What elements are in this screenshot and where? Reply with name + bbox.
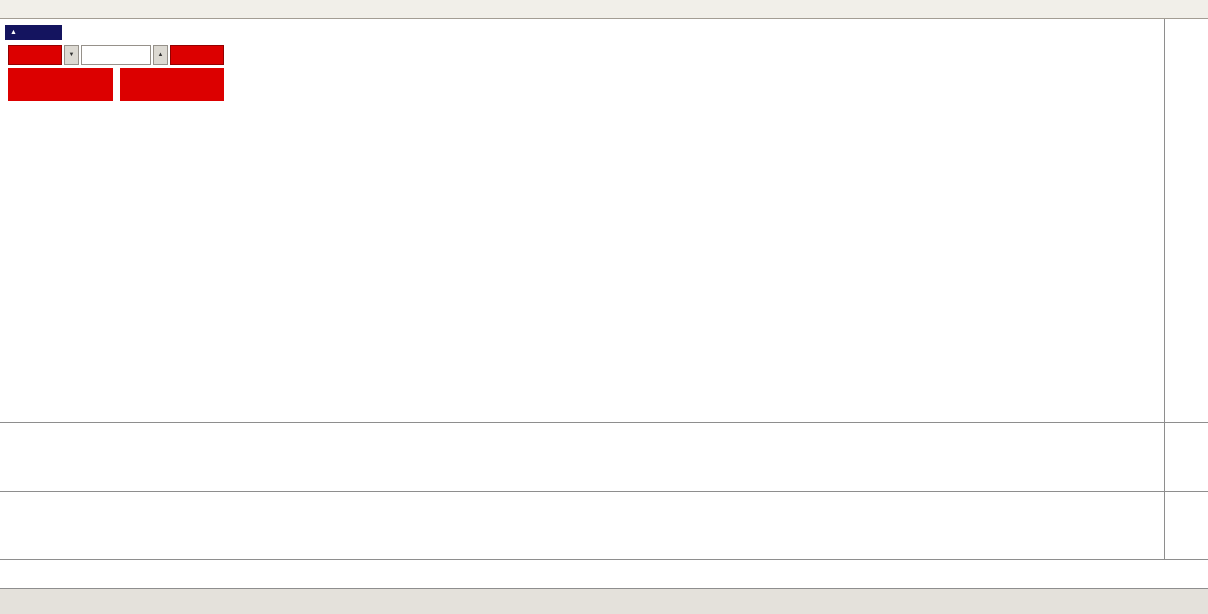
chart-window-icon: ▲ [10, 29, 17, 36]
chart-title-ohlc-bar: ▲ [5, 25, 62, 40]
panel-separator[interactable] [0, 422, 1208, 423]
rsi-panel-chart[interactable] [0, 492, 1164, 559]
macd-indicator-label [6, 426, 16, 437]
volume-increase-button[interactable]: ▲ [153, 45, 168, 65]
symbol-tabbar [0, 588, 1208, 614]
price-axis[interactable] [1165, 19, 1208, 560]
rsi-indicator-label [6, 495, 11, 506]
volume-decrease-button[interactable]: ▼ [64, 45, 79, 65]
buy-price-box[interactable] [119, 68, 224, 101]
one-click-trading-panel: ▼ ▲ [8, 45, 224, 101]
sell-price-box[interactable] [8, 68, 113, 101]
sell-button[interactable] [8, 45, 62, 65]
time-axis[interactable] [0, 560, 1208, 588]
volume-input[interactable] [81, 45, 151, 65]
panel-separator [0, 559, 1208, 560]
timeframe-toolbar [0, 0, 1208, 19]
macd-panel-chart[interactable] [0, 423, 1164, 491]
buy-button[interactable] [170, 45, 224, 65]
panel-separator[interactable] [0, 491, 1208, 492]
axis-separator [1164, 19, 1165, 560]
bid-ask-row [8, 68, 224, 101]
trade-controls-row: ▼ ▲ [8, 45, 224, 65]
